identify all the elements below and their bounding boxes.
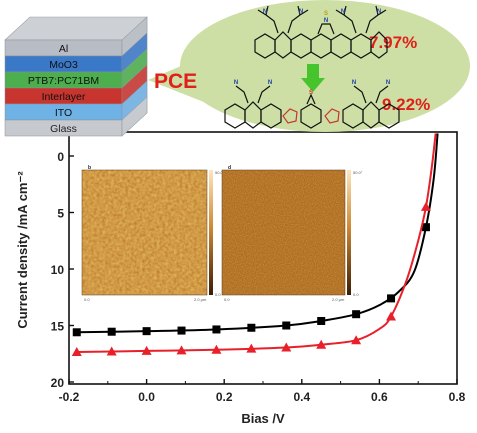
svg-text:S: S xyxy=(324,11,328,17)
svg-text:N: N xyxy=(324,18,328,24)
svg-text:N: N xyxy=(299,9,303,15)
y-tick-label: 10 xyxy=(51,263,65,277)
x-tick-label: -0.2 xyxy=(59,390,80,404)
arrow-down xyxy=(301,64,325,92)
data-point-triangle xyxy=(71,347,82,357)
stack-layer-label: MoO3 xyxy=(49,59,78,71)
y-tick-label: 15 xyxy=(51,320,65,334)
afm-image-b: b 50.0° 0.0 0.0 2.0 μm xyxy=(81,165,225,302)
x-tick-label: 0.8 xyxy=(449,390,466,404)
afm-axis-right-b: 2.0 μm xyxy=(194,297,207,302)
x-tick-label: 0.0 xyxy=(138,390,155,404)
data-point-triangle xyxy=(246,343,257,353)
pce-value-bottom: 9.22% xyxy=(382,95,430,114)
x-axis-label: Bias /V xyxy=(241,411,285,426)
x-tick-label: 0.6 xyxy=(371,390,388,404)
series-2 xyxy=(71,133,437,357)
data-point-triangle xyxy=(106,346,117,356)
stack-layer-label: PTB7:PC71BM xyxy=(28,75,99,87)
afm-image-d: d 50.0° 0.0 0.0 2.0 μm xyxy=(221,165,363,302)
y-tick-label: 0 xyxy=(57,150,64,164)
molecule-bottom xyxy=(224,85,400,129)
x-tick-label: 0.2 xyxy=(216,390,233,404)
data-point-triangle xyxy=(211,344,222,354)
x-tick-labels: -0.2 0.0 0.2 0.4 0.6 0.8 xyxy=(59,390,466,404)
afm-colorbar-b xyxy=(209,170,213,295)
afm-scale-bottom-b: 0.0 xyxy=(215,292,221,297)
data-point-square xyxy=(282,321,291,330)
data-point-square xyxy=(247,323,256,332)
data-point-triangle xyxy=(176,345,187,355)
pce-value-top: 7.97% xyxy=(369,33,417,52)
stack-layer-label: Glass xyxy=(50,123,77,135)
afm-scale-bottom-d: 0.0 xyxy=(353,292,359,297)
afm-colorbar-d xyxy=(347,170,351,295)
pce-label: PCE xyxy=(154,70,197,93)
molecule-top xyxy=(254,5,388,59)
stack-layer-label: ITO xyxy=(55,107,72,119)
afm-axis-left-d: 0.0 xyxy=(224,297,230,302)
stack-layer-label: Al xyxy=(59,43,68,55)
data-point-triangle xyxy=(281,342,292,352)
data-point-square xyxy=(421,223,430,232)
y-axis-label: Current density /mA cm⁻² xyxy=(15,171,30,329)
svg-text:S: S xyxy=(309,90,313,96)
afm-panel-label-d: d xyxy=(228,165,231,171)
data-point-square xyxy=(317,316,326,325)
svg-text:N: N xyxy=(234,80,238,86)
device-stack: Al MoO3 PTB7:PC71BM Interlayer ITO Glass xyxy=(4,16,148,137)
data-point-triangle xyxy=(316,339,327,349)
molecule-top-heteroatoms: N N N S N N xyxy=(263,9,381,24)
svg-text:N: N xyxy=(377,9,381,15)
data-point-square xyxy=(177,326,186,335)
pce-callout: PCE 7.97% 9.22% N N xyxy=(148,0,470,132)
series-layer xyxy=(71,133,439,357)
svg-text:N: N xyxy=(352,80,356,86)
svg-text:N: N xyxy=(263,9,267,15)
y-tick-labels: 0 5 10 15 20 xyxy=(51,150,65,390)
data-point-square xyxy=(72,328,81,337)
afm-scale-top-d: 50.0° xyxy=(353,170,363,175)
svg-text:N: N xyxy=(341,9,345,15)
callout-bubble xyxy=(180,0,470,132)
afm-scale-top-b: 50.0° xyxy=(215,170,225,175)
data-point-triangle xyxy=(351,335,362,345)
svg-text:N: N xyxy=(386,80,390,86)
stack-layer-label: Interlayer xyxy=(42,91,86,103)
svg-text:N: N xyxy=(268,80,272,86)
axis-ticks xyxy=(68,155,458,384)
data-point-triangle xyxy=(386,311,397,321)
data-point-square xyxy=(142,327,151,336)
afm-axis-right-d: 2.0 μm xyxy=(332,297,345,302)
y-tick-label: 5 xyxy=(57,207,64,221)
data-point-square xyxy=(212,325,221,334)
afm-panel-label-b: b xyxy=(88,165,91,171)
data-point-triangle xyxy=(420,201,431,211)
afm-axis-left-b: 0.0 xyxy=(84,297,90,302)
series-1 xyxy=(72,133,439,337)
data-point-square xyxy=(352,310,361,319)
stack-layer-side xyxy=(121,96,148,137)
data-point-square xyxy=(387,294,396,303)
y-tick-label: 20 xyxy=(51,376,65,390)
data-point-triangle xyxy=(141,345,152,355)
molecule-bottom-heteroatoms: N N S N N xyxy=(234,80,390,96)
data-point-square xyxy=(107,327,116,336)
x-tick-label: 0.4 xyxy=(293,390,310,404)
